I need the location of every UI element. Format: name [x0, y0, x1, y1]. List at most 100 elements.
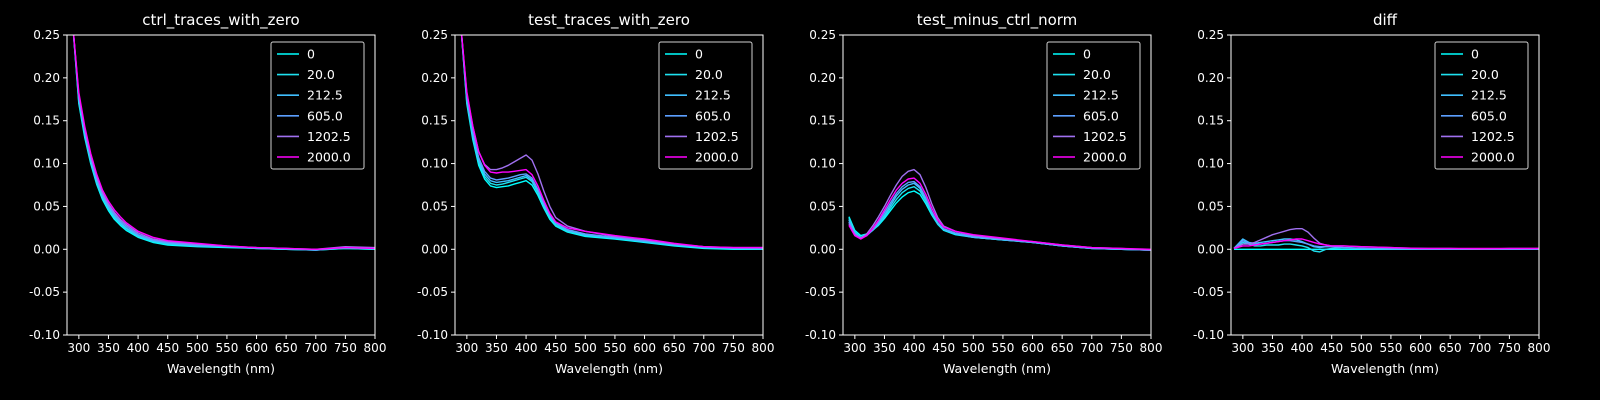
- y-tick-label: 0.20: [809, 71, 836, 85]
- y-tick-label: 0.05: [33, 199, 60, 213]
- legend-entry: 212.5: [1471, 88, 1507, 103]
- legend-entry: 605.0: [695, 108, 731, 123]
- chart-title: diff: [1373, 11, 1398, 29]
- x-tick-label: 300: [843, 341, 866, 355]
- series-group: [460, 35, 763, 250]
- series-line-2000.0: [1233, 238, 1539, 250]
- x-tick-label: 550: [603, 341, 626, 355]
- x-tick-label: 650: [663, 341, 686, 355]
- plot-frame: [66, 34, 376, 336]
- legend-entry: 20.0: [307, 67, 335, 82]
- x-tick-label: 750: [1110, 341, 1133, 355]
- legend-entry: 0: [1471, 47, 1479, 62]
- x-tick-label: 800: [1140, 341, 1163, 355]
- legend: 0 20.0 212.5 605.0 1202.5 2000.0: [1434, 41, 1529, 170]
- legend-entry: 20.0: [1471, 67, 1499, 82]
- plot-frame: [1230, 34, 1540, 336]
- series-line-605.0: [460, 35, 763, 250]
- x-tick-label: 300: [455, 341, 478, 355]
- x-tick-label: 400: [1291, 341, 1314, 355]
- legend: 0 20.0 212.5 605.0 1202.5 2000.0: [1046, 41, 1141, 170]
- x-tick-label: 750: [1498, 341, 1521, 355]
- y-tick-label: 0.15: [809, 114, 836, 128]
- legend-entry: 605.0: [307, 108, 343, 123]
- series-line-212.5: [460, 35, 763, 250]
- legend-frame: [270, 41, 365, 170]
- series-line-2000.0: [848, 177, 1151, 250]
- series-line-0: [460, 35, 763, 250]
- legend-entry: 0: [307, 47, 315, 62]
- legend-entry: 212.5: [695, 88, 731, 103]
- x-tick-label: 800: [752, 341, 775, 355]
- x-tick-label: 500: [186, 341, 209, 355]
- plot-frame: [454, 34, 764, 336]
- x-axis-label: Wavelength (nm): [943, 361, 1051, 376]
- plot-frame: [842, 34, 1152, 336]
- legend-entry: 20.0: [1083, 67, 1111, 82]
- y-tick-label: 0.10: [33, 157, 60, 171]
- series-group: [1233, 228, 1539, 253]
- y-tick-label: 0.00: [421, 242, 448, 256]
- chart-diff: diff Wavelength (nm) 300 350 400 450 500 550 6…: [1193, 11, 1551, 376]
- x-tick-label: 450: [544, 341, 567, 355]
- y-tick-label: -0.05: [1193, 285, 1224, 299]
- y-tick-label: -0.05: [417, 285, 448, 299]
- x-tick-label: 300: [67, 341, 90, 355]
- y-tick-label: 0.25: [809, 28, 836, 42]
- legend-entry: 212.5: [1083, 88, 1119, 103]
- legend-entry: 1202.5: [307, 129, 351, 144]
- chart-ctrl-traces: ctrl_traces_with_zero Wavelength (nm) 30…: [29, 11, 387, 376]
- x-tick-label: 400: [127, 341, 150, 355]
- legend: 0 20.0 212.5 605.0 1202.5 2000.0: [270, 41, 365, 170]
- y-tick-label: 0.20: [1197, 71, 1224, 85]
- legend: 0 20.0 212.5 605.0 1202.5 2000.0: [658, 41, 753, 170]
- x-tick-label: 600: [1409, 341, 1432, 355]
- chart-title: test_minus_ctrl_norm: [917, 11, 1078, 30]
- y-tick-label: 0.25: [421, 28, 448, 42]
- legend-frame: [1046, 41, 1141, 170]
- series-line-2000.0: [72, 35, 375, 250]
- y-tick-label: -0.10: [1193, 328, 1224, 342]
- x-tick-label: 550: [991, 341, 1014, 355]
- legend-frame: [1434, 41, 1529, 170]
- legend-entry: 605.0: [1083, 108, 1119, 123]
- y-tick-label: -0.10: [805, 328, 836, 342]
- y-tick-label: 0.05: [809, 199, 836, 213]
- y-tick-label: 0.15: [33, 114, 60, 128]
- x-tick-label: 500: [1350, 341, 1373, 355]
- x-tick-label: 700: [304, 341, 327, 355]
- x-tick-label: 350: [485, 341, 508, 355]
- x-tick-label: 700: [1468, 341, 1491, 355]
- legend-entry: 605.0: [1471, 108, 1507, 123]
- y-tick-label: 0.15: [1197, 114, 1224, 128]
- y-tick-label: -0.05: [29, 285, 60, 299]
- x-tick-label: 500: [962, 341, 985, 355]
- y-tick-label: 0.25: [33, 28, 60, 42]
- y-tick-label: 0.10: [809, 157, 836, 171]
- x-tick-label: 550: [215, 341, 238, 355]
- legend-entry: 20.0: [695, 67, 723, 82]
- series-group: [848, 168, 1151, 251]
- legend-entry: 212.5: [307, 88, 343, 103]
- x-tick-label: 550: [1379, 341, 1402, 355]
- x-tick-label: 300: [1231, 341, 1254, 355]
- y-tick-label: -0.10: [417, 328, 448, 342]
- y-tick-label: 0.00: [809, 242, 836, 256]
- x-tick-label: 750: [334, 341, 357, 355]
- x-tick-label: 450: [932, 341, 955, 355]
- y-tick-label: 0.10: [1197, 157, 1224, 171]
- x-tick-label: 600: [245, 341, 268, 355]
- y-tick-label: 0.05: [1197, 199, 1224, 213]
- chart-test-minus-ctrl: test_minus_ctrl_norm Wavelength (nm) 300…: [805, 11, 1163, 376]
- legend-entry: 0: [695, 47, 703, 62]
- legend-entry: 0: [1083, 47, 1091, 62]
- legend-frame: [658, 41, 753, 170]
- y-tick-label: 0.25: [1197, 28, 1224, 42]
- y-tick-label: 0.00: [33, 242, 60, 256]
- legend-entry: 2000.0: [1083, 150, 1127, 165]
- legend-entry: 1202.5: [1471, 129, 1515, 144]
- legend-entry: 2000.0: [695, 150, 739, 165]
- x-tick-label: 650: [1051, 341, 1074, 355]
- x-tick-label: 500: [574, 341, 597, 355]
